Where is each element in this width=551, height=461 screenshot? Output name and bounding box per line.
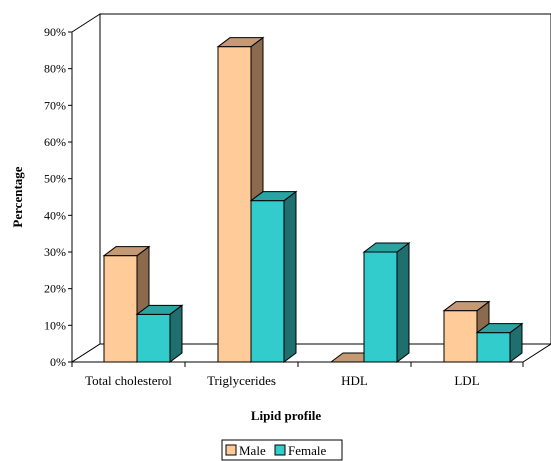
bar-female-3 [475, 322, 524, 363]
y-tick-label: 90% [44, 25, 66, 39]
x-axis-label: Lipid profile [251, 408, 321, 423]
y-tick-label: 50% [44, 172, 66, 186]
y-tick-label: 40% [44, 208, 66, 222]
x-tick-label: HDL [341, 373, 368, 388]
y-ticks: 0% 10% 20% 30% 40% 50% 60% 70% 80% 90% [44, 25, 72, 369]
x-tick-label: Triglycerides [207, 373, 276, 388]
y-tick-label: 70% [44, 98, 66, 112]
bars [102, 36, 524, 363]
bar-female-1 [249, 190, 298, 363]
y-tick-label: 30% [44, 245, 66, 259]
side-wall [71, 13, 101, 363]
back-wall [99, 13, 551, 345]
legend-swatch [225, 444, 237, 456]
y-tick-label: 10% [44, 318, 66, 332]
legend-label: Female [288, 443, 326, 458]
y-tick-label: 0% [50, 355, 66, 369]
legend: Male Female [221, 439, 343, 461]
bar-female-2 [362, 242, 411, 363]
legend-label: Male [239, 443, 266, 458]
x-tick-label: LDL [454, 373, 479, 388]
x-tick-label: Total cholesterol [85, 373, 172, 388]
y-tick-label: 20% [44, 282, 66, 296]
y-axis-label: Percentage [10, 166, 25, 227]
y-tick-label: 60% [44, 135, 66, 149]
legend-swatch [274, 444, 286, 456]
y-tick-label: 80% [44, 62, 66, 76]
bar-female-0 [135, 304, 184, 363]
x-tick-labels: Total cholesterol Triglycerides HDL LDL [71, 362, 524, 388]
